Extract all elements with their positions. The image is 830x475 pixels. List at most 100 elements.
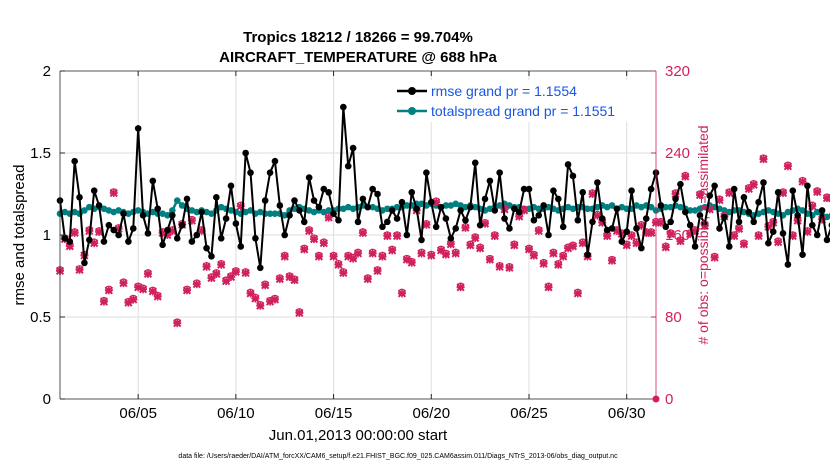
nobs-assimilated-point: [392, 231, 402, 241]
x-tick-label: 06/15: [315, 405, 353, 422]
rmse-point: [393, 215, 401, 222]
rmse-point: [418, 236, 425, 244]
rmse-point: [276, 202, 284, 209]
rmse-point: [579, 189, 587, 196]
rmse-point: [437, 203, 445, 211]
nobs-assimilated-point: [173, 319, 182, 328]
rmse-point: [686, 221, 694, 229]
rmse-point: [354, 218, 362, 226]
nobs-assimilated-point: [813, 187, 822, 197]
totalspread-point: [178, 202, 186, 209]
rmse-point: [476, 221, 484, 229]
rmse-point: [120, 210, 127, 217]
rmse-point: [188, 238, 196, 245]
rmse-point: [164, 226, 171, 234]
rmse-point: [198, 208, 205, 216]
rmse-point: [256, 264, 264, 272]
nobs-assimilated-point: [427, 251, 436, 260]
rmse-point: [144, 230, 152, 237]
nobs-assimilated-point: [192, 280, 201, 289]
rmse-point: [769, 228, 777, 236]
rmse-point: [427, 198, 435, 206]
rmse-point: [657, 202, 665, 209]
rmse-point: [628, 187, 635, 195]
rmse-point: [530, 216, 538, 224]
nobs-assimilated-point: [407, 258, 416, 267]
rmse-point: [193, 231, 201, 239]
rmse-point: [745, 208, 753, 216]
rmse-point: [330, 210, 337, 217]
rmse-point: [442, 215, 450, 222]
nobs-assimilated-point: [261, 281, 270, 290]
rmse-point: [154, 205, 162, 213]
legend-rmse-label: rmse grand pr = 1.1554: [431, 83, 577, 99]
rmse-point: [721, 213, 728, 221]
nobs-assimilated-point: [358, 228, 367, 238]
rmse-point: [618, 238, 626, 245]
nobs-assimilated-point: [378, 252, 387, 261]
nobs-assimilated-point: [305, 226, 314, 236]
rmse-point: [134, 125, 142, 132]
x-tick-label: 06/25: [510, 405, 548, 422]
nobs-assimilated-point: [466, 241, 475, 250]
rmse-point: [325, 189, 332, 196]
nobs-assimilated-point: [739, 240, 749, 249]
x-tick-label: 06/30: [608, 405, 646, 422]
rmse-point: [696, 212, 704, 219]
nobs-assimilated-point: [754, 231, 763, 241]
rmse-point: [403, 231, 411, 239]
rmse-point: [711, 182, 718, 190]
nobs-assimilated-point: [417, 249, 426, 258]
rmse-point: [408, 189, 416, 196]
totalspread-point: [647, 203, 655, 211]
nobs-assimilated-point: [339, 268, 348, 278]
nobs-assimilated-point: [441, 250, 451, 259]
totalspread-point: [266, 210, 274, 217]
y-tick-label-right: 0: [665, 391, 673, 408]
rmse-point: [208, 253, 215, 260]
rmse-point: [545, 231, 552, 239]
rmse-point: [554, 195, 562, 203]
nobs-assimilated-point: [290, 275, 299, 285]
rmse-point: [809, 221, 816, 229]
nobs-assimilated-point: [99, 297, 109, 306]
nobs-assimilated-point: [603, 231, 612, 241]
nobs-assimilated-point: [270, 295, 280, 304]
nobs-assimilated-point: [549, 249, 558, 258]
rmse-series: [56, 103, 830, 272]
rmse-point: [501, 215, 508, 222]
rmse-point: [789, 187, 797, 195]
y-tick-label-left: 1.5: [30, 145, 51, 162]
totalspread-point: [169, 207, 176, 214]
totalspread-point: [271, 210, 279, 217]
rmse-point: [149, 177, 157, 185]
nobs-assimilated-point: [710, 253, 719, 262]
rmse-point: [252, 234, 259, 242]
rmse-point: [369, 185, 376, 193]
nobs-assimilated-point: [730, 231, 739, 241]
nobs-assimilated-point: [627, 231, 636, 241]
chart-title-line1: Tropics 18212 / 18266 = 99.704%: [243, 29, 473, 46]
rmse-point: [66, 238, 74, 245]
rmse-point: [271, 157, 279, 165]
rmse-point: [61, 234, 69, 242]
nobs-assimilated-point: [368, 249, 377, 258]
rmse-point: [608, 225, 616, 232]
legend-rmse-marker: [408, 87, 416, 95]
rmse-point: [81, 259, 88, 267]
rmse-point: [227, 182, 235, 190]
totalspread-point: [173, 197, 181, 204]
rmse-point: [730, 185, 738, 193]
nobs-assimilated-point: [734, 224, 744, 233]
rmse-point: [291, 197, 298, 204]
rmse-point: [574, 216, 582, 224]
rmse-point: [467, 203, 474, 211]
nobs-assimilated-point: [353, 249, 363, 258]
rmse-point: [633, 225, 640, 232]
y-axis-label-left: rmse and totalspread: [11, 165, 28, 306]
rmse-point: [139, 212, 147, 219]
totalspread-point: [403, 202, 411, 209]
nobs-assimilated-point: [383, 231, 392, 241]
nobs-series: [55, 154, 830, 403]
rmse-point: [471, 159, 479, 167]
